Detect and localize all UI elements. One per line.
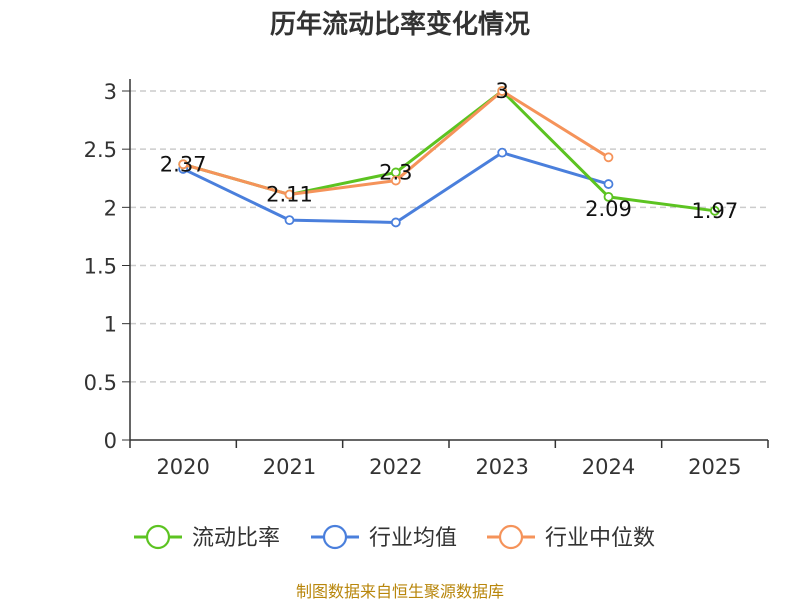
x-tick-label: 2023 <box>475 455 528 479</box>
data-point <box>603 179 614 189</box>
y-tick-label: 2.5 <box>84 138 117 162</box>
y-tick-label: 0.5 <box>84 371 117 395</box>
legend-label: 流动比率 <box>192 526 280 551</box>
data-point <box>497 147 508 158</box>
data-label: 2.09 <box>585 197 632 221</box>
data-point <box>178 159 189 170</box>
data-label: 2.3 <box>379 160 412 184</box>
data-point <box>284 215 295 226</box>
data-label: 1.97 <box>691 199 738 223</box>
x-tick-label: 2024 <box>582 455 635 479</box>
x-tick-label: 2021 <box>263 455 316 479</box>
data-label: 3 <box>495 79 508 103</box>
legend-marker <box>145 524 171 550</box>
x-tick-label: 2025 <box>688 455 741 479</box>
legend-label: 行业均值 <box>369 526 457 551</box>
data-point <box>284 189 295 200</box>
data-point <box>390 175 401 186</box>
y-tick-label: 3 <box>104 80 117 104</box>
data-point <box>709 205 720 216</box>
data-label: 2.11 <box>266 183 313 207</box>
legend-marker <box>498 524 524 550</box>
source-text: 制图数据来自恒生聚源数据库 <box>295 582 504 601</box>
y-tick-label: 0 <box>104 429 117 453</box>
legend-marker <box>322 524 348 550</box>
x-tick-label: 2020 <box>156 455 209 479</box>
series-line-0 <box>182 89 716 213</box>
y-tick-label: 1 <box>104 313 117 337</box>
data-point <box>497 86 508 96</box>
y-tick-label: 1.5 <box>84 255 117 279</box>
data-point <box>603 152 614 163</box>
data-point <box>390 217 401 228</box>
chart-title: 历年流动比率变化情况 <box>269 10 530 40</box>
data-point <box>603 191 614 202</box>
data-label: 2.37 <box>160 152 207 176</box>
y-tick-label: 2 <box>104 196 117 220</box>
legend-label: 行业中位数 <box>545 526 655 551</box>
x-tick-label: 2022 <box>369 455 422 479</box>
